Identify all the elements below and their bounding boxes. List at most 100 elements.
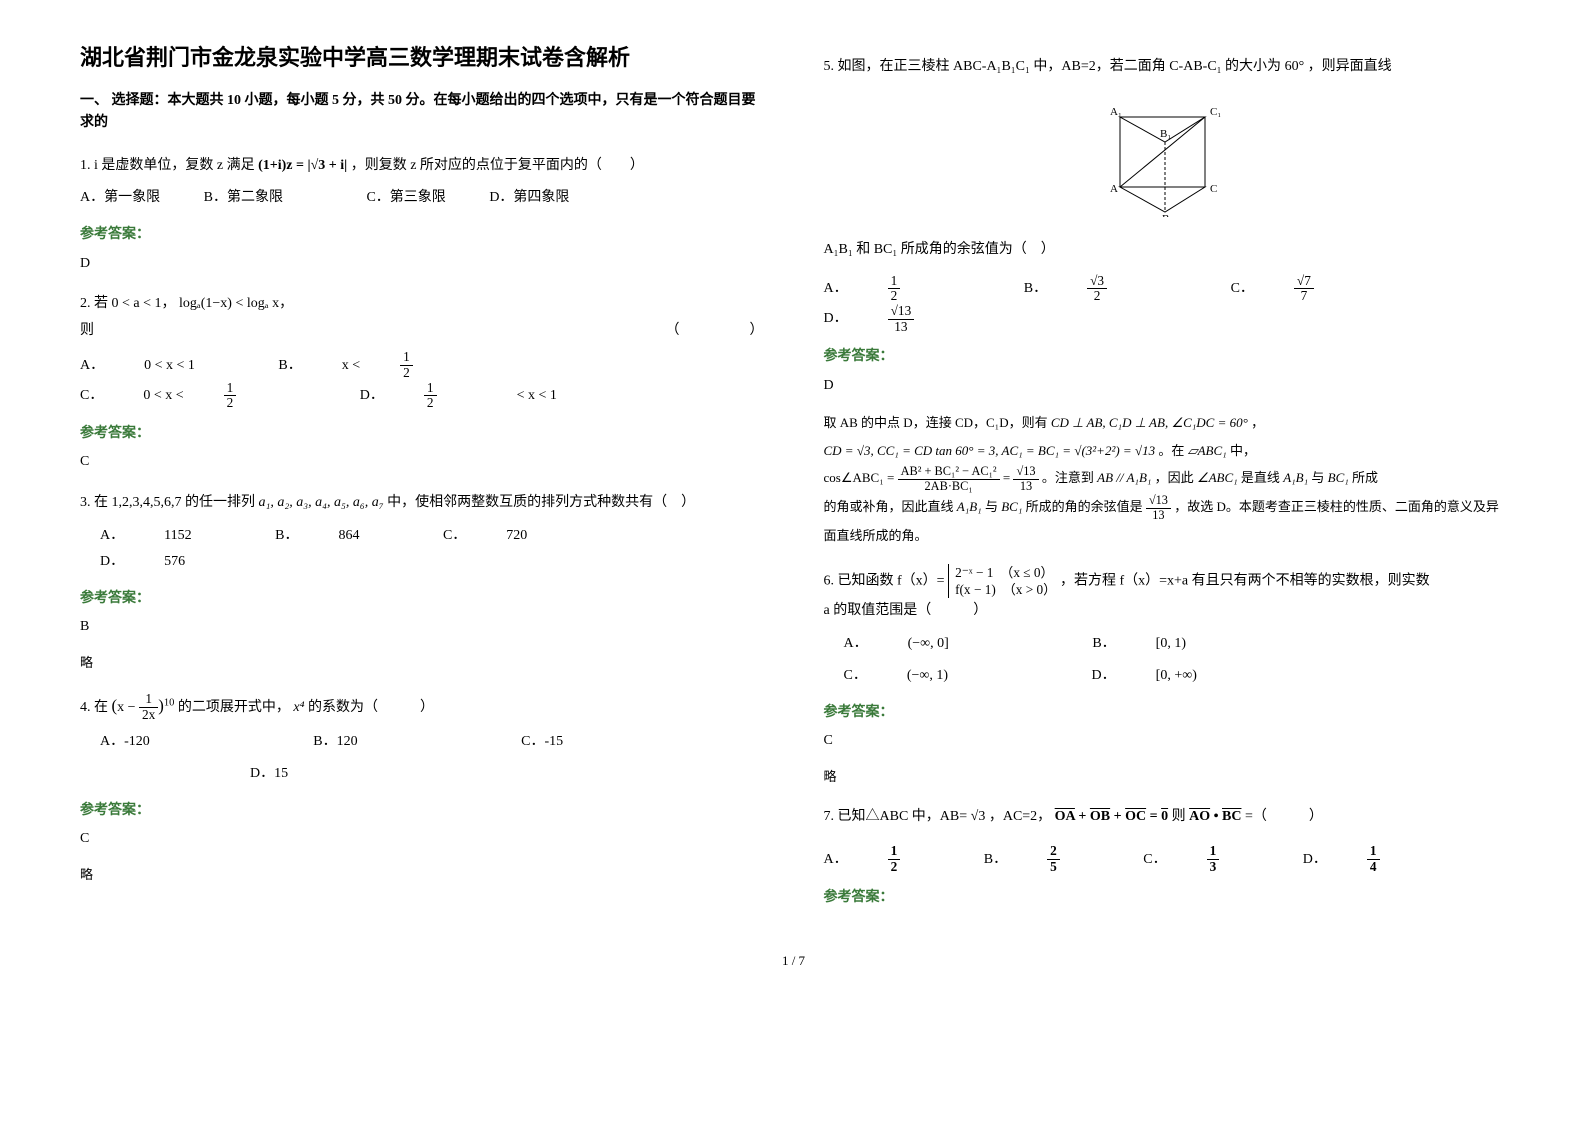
- opt-label: D．: [1303, 847, 1327, 874]
- opt-value: 1152: [164, 523, 191, 550]
- question-6: 6. 已知函数 f（x）= 2⁻ˣ − 1 （x ≤ 0） f(x − 1) （…: [824, 564, 1508, 790]
- page-number: 1 / 7: [80, 953, 1507, 969]
- q1-stem-a: 1. i 是虚数单位，复数 z 满足: [80, 158, 255, 173]
- fig-label-a1: A₁: [1110, 106, 1122, 118]
- q2-opt-d-label: D．: [360, 383, 384, 410]
- fig-label-c: C: [1210, 183, 1217, 195]
- q1-opt-d: D．第四象限: [489, 185, 569, 212]
- q6-answer: C: [824, 728, 1508, 755]
- expl-text: 与: [1311, 470, 1324, 485]
- q1-opt-c: C．第三象限: [366, 185, 445, 212]
- q7-vec-bc: BC: [1222, 809, 1241, 824]
- expl-text: 中，: [1230, 443, 1256, 458]
- q1-opt-b: B．第二象限: [204, 185, 283, 212]
- expl-text: 。注意到: [1042, 470, 1094, 485]
- q5-answer: D: [824, 373, 1508, 400]
- q5-figure: A₁ C₁ B₁ A C B: [824, 87, 1508, 228]
- q7-stem-a: 7. 已知△ABC 中，AB=: [824, 809, 968, 824]
- expl-text: 的角或补角，因此直线: [824, 499, 954, 514]
- q6-opt-a: A．(−∞, 0]: [844, 631, 989, 658]
- frac-n: 1: [400, 350, 413, 366]
- opt-value: 720: [506, 523, 527, 550]
- q4-stem-a: 4. 在: [80, 700, 108, 715]
- q5-stem-a: 5. 如图，在正三棱柱 ABC-A₁B₁C₁ 中，AB=2，若二面角 C-AB-…: [824, 59, 1282, 74]
- frac-n: √13: [888, 304, 915, 320]
- q2-line2b: （ ）: [666, 318, 764, 345]
- q5-opt-a: A．12: [824, 274, 981, 304]
- q4-frac: 12x: [139, 692, 158, 722]
- frac-d: 2: [888, 860, 901, 875]
- q2-opt-a-label: A．: [80, 353, 104, 380]
- frac-d: 2AB·BC₁: [898, 480, 1000, 494]
- q5-opt-c: C．√77: [1231, 274, 1394, 304]
- opt-label: A．: [844, 631, 868, 658]
- opt-label: C．: [443, 523, 466, 550]
- q2-opt-c-formula: 0 < x <: [143, 383, 183, 410]
- opt-label: A．: [824, 276, 848, 303]
- q4-answer: C: [80, 826, 764, 853]
- opt-label: A．: [100, 523, 124, 550]
- q7-stem-b: ，AC=2，: [989, 809, 1051, 824]
- q2-opt-b-formula: x <: [342, 353, 360, 380]
- q3-nums: 1,2,3,4,5,6,7: [112, 495, 182, 510]
- frac-d: 13: [1146, 509, 1171, 523]
- q5-stem-b: ，则异面直线: [1308, 59, 1392, 74]
- frac-d: 7: [1294, 289, 1314, 304]
- opt-value: [0, +∞): [1156, 663, 1197, 690]
- q2-opt-a-formula: 0 < x < 1: [144, 353, 195, 380]
- opt-label: A．: [824, 847, 848, 874]
- q7-vec-zero: 0: [1161, 809, 1168, 824]
- q5-angle: 60°: [1285, 59, 1305, 74]
- opt-value: 864: [338, 523, 359, 550]
- frac-n: 1: [224, 381, 237, 397]
- opt-value: (−∞, 1): [907, 663, 948, 690]
- q6-piecewise: 2⁻ˣ − 1 （x ≤ 0） f(x − 1) （x > 0）: [948, 564, 1056, 599]
- section-1-heading: 一、 选择题：本大题共 10 小题，每小题 5 分，共 50 分。在每小题给出的…: [80, 90, 764, 135]
- doc-title: 湖北省荆门市金龙泉实验中学高三数学理期末试卷含解析: [80, 40, 764, 72]
- q2-opt-c: C．0 < x < 12: [80, 381, 316, 411]
- frac-n: 1: [1367, 844, 1380, 860]
- q7-stem-d: =（ ）: [1245, 809, 1323, 824]
- q5-opt-d: D．√1313: [824, 304, 995, 334]
- frac-d: 13: [1013, 480, 1038, 494]
- q4-opt-d: D．15: [250, 761, 288, 788]
- q4-answer-label: 参考答案：: [80, 796, 764, 823]
- q2-opt-b-label: B．: [278, 353, 301, 380]
- q4-stem-c: 的系数为（ ）: [308, 700, 434, 715]
- q2-cond1: 0 < a < 1: [112, 296, 162, 311]
- q3-opt-d: D．576: [100, 549, 225, 576]
- q6-stem-c: a 的取值范围是（ ）: [824, 598, 1508, 625]
- expl-formula: A₁B₁: [957, 499, 982, 514]
- expl-formula: A₁B₁: [1283, 470, 1308, 485]
- q2-opt-b: B． x < 12: [278, 350, 492, 380]
- q7-opt-b: B．25: [984, 844, 1100, 874]
- frac-d: 3: [1207, 860, 1220, 875]
- opt-label: C．: [1143, 847, 1166, 874]
- opt-label: C．: [1231, 276, 1254, 303]
- q1-answer-label: 参考答案：: [80, 220, 764, 247]
- frac-d: 5: [1047, 860, 1060, 875]
- frac-d: 2: [400, 366, 413, 381]
- frac-d: 2: [888, 289, 901, 304]
- q3-opt-b: B．864: [275, 523, 399, 550]
- frac-n: 1: [424, 381, 437, 397]
- q2-opt-c-label: C．: [80, 383, 103, 410]
- q3-opt-c: C． 720: [443, 523, 567, 550]
- q7-opt-a: A．12: [824, 844, 941, 874]
- q6-opt-d: D．[0, +∞): [1092, 663, 1237, 690]
- expl-frac: AB² + BC₁² − AC₁²2AB·BC₁: [898, 465, 1000, 493]
- q2-sep: ，: [162, 296, 176, 311]
- expl-text: ，: [1251, 415, 1264, 430]
- frac-d: 4: [1367, 860, 1380, 875]
- q4-opt-c: C．-15: [521, 729, 563, 756]
- expl-formula: CD ⊥ AB, C₁D ⊥ AB, ∠C₁DC = 60°: [1051, 415, 1248, 430]
- q7-vec-oa: OA: [1055, 809, 1075, 824]
- q6-opt-b: B．[0, 1): [1092, 631, 1226, 658]
- q2-stem-b: ，: [279, 296, 293, 311]
- q4-opt-a: A．-120: [100, 729, 150, 756]
- q2-opt-b-frac: 12: [400, 350, 453, 380]
- expl-frac: √1313: [1013, 465, 1038, 493]
- frac-n: √3: [1087, 274, 1107, 290]
- expl-text: cos∠ABC₁ =: [824, 470, 898, 485]
- q7-opt-d: D． 14: [1303, 844, 1420, 874]
